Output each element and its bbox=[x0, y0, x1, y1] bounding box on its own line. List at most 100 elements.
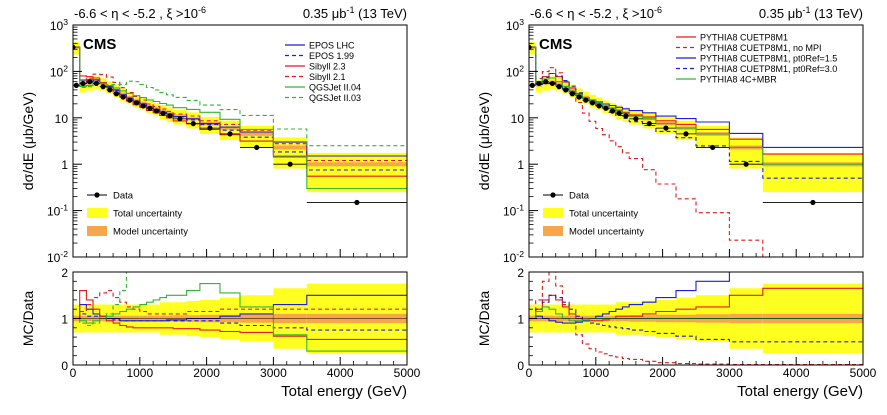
data-point bbox=[73, 44, 76, 50]
legend-series-label: PYTHIA8 CUETP8M1, pt0Ref=3.0 bbox=[700, 64, 837, 74]
x-tick-label: 2000 bbox=[649, 366, 676, 380]
x-tick-label: 1000 bbox=[126, 366, 153, 380]
legend-series-label: Sibyll 2.3 bbox=[309, 62, 346, 72]
header-lumi-exp: -1 bbox=[802, 5, 810, 15]
total-uncertainty-band bbox=[696, 125, 730, 148]
legend-data-label: Total uncertainty bbox=[113, 209, 182, 220]
model-uncertainty-band bbox=[273, 145, 307, 150]
y-tick-label: 10-2 bbox=[47, 249, 68, 265]
legend-series-label: PYTHIA8 CUETP8M1 bbox=[700, 33, 788, 43]
y-tick-label: 102 bbox=[50, 63, 68, 79]
model-uncertainty-band bbox=[240, 132, 274, 136]
y-tick-label: 10-2 bbox=[503, 249, 524, 265]
legend-series-label: EPOS LHC bbox=[309, 41, 355, 51]
model-uncertainty-band bbox=[306, 162, 407, 167]
y-tick-label-base: 10 bbox=[50, 19, 64, 33]
y-tick-label: 103 bbox=[50, 17, 68, 33]
total-uncertainty-band bbox=[762, 152, 863, 193]
mc-series-line bbox=[529, 46, 863, 257]
y-tick-label: 10-1 bbox=[503, 203, 524, 219]
y-tick-label: 10-1 bbox=[47, 203, 68, 219]
header-lumi-value: 0.35 μb bbox=[303, 6, 347, 21]
total-uncertainty-band bbox=[199, 116, 220, 134]
legend-uncertainty-swatch bbox=[543, 226, 563, 236]
ratio-y-tick-label: 0 bbox=[517, 359, 524, 373]
y-tick-label-exp: -2 bbox=[60, 249, 68, 259]
x-tick-label: 4000 bbox=[783, 366, 810, 380]
mc-series-line bbox=[73, 46, 407, 171]
y-axis-title: dσ/dE (μb/GeV) bbox=[20, 92, 36, 190]
y-tick-label: 1 bbox=[517, 158, 524, 172]
main-plot-frame bbox=[72, 24, 408, 258]
legend-data-label: Model uncertainty bbox=[113, 227, 188, 238]
legend-uncertainty-swatch bbox=[543, 208, 563, 218]
ratio-y-tick-label: 2 bbox=[517, 266, 524, 280]
header-kinematic-selection: -6.6 < η < -5.2 , ξ >10-6 bbox=[530, 5, 662, 21]
mc-ratio-line bbox=[529, 272, 863, 365]
y-tick-label: 1 bbox=[61, 158, 68, 172]
legend-series-label: PYTHIA8 CUETP8M1, pt0Ref=1.5 bbox=[700, 54, 837, 64]
ratio-plot-area bbox=[73, 272, 407, 354]
header-lumi-value: 0.35 μb bbox=[759, 6, 803, 21]
x-axis-title: Total energy (GeV) bbox=[281, 383, 407, 400]
total-uncertainty-band bbox=[655, 116, 676, 134]
y-tick-label: 103 bbox=[506, 17, 524, 33]
y-tick-label-base: 1 bbox=[61, 158, 68, 172]
model-uncertainty-band bbox=[119, 92, 127, 95]
x-tick-label: 2000 bbox=[193, 366, 220, 380]
model-uncertainty-band bbox=[555, 82, 563, 85]
model-uncertainty-band bbox=[153, 107, 160, 110]
header-kinematic-exp: -6 bbox=[198, 5, 206, 15]
y-tick-label-base: 10 bbox=[511, 112, 525, 126]
mc-ratio-line bbox=[529, 287, 863, 322]
ratio-y-axis-title: MC/Data bbox=[476, 291, 492, 346]
y-tick-label-base: 1 bbox=[517, 158, 524, 172]
header-kinematic-text: -6.6 < η < -5.2 , ξ >10 bbox=[74, 6, 198, 21]
ratio-y-tick-label: 2 bbox=[61, 266, 68, 280]
header-kinematic-selection: -6.6 < η < -5.2 , ξ >10-6 bbox=[74, 5, 206, 21]
y-tick-label-exp: 2 bbox=[519, 63, 524, 73]
header-lumi-exp: -1 bbox=[346, 5, 354, 15]
x-tick-label: 0 bbox=[526, 366, 533, 380]
mc-ratio-line bbox=[529, 272, 764, 324]
y-tick-label-base: 10 bbox=[50, 65, 64, 79]
mc-series-line bbox=[529, 46, 863, 165]
mc-ratio-line bbox=[529, 294, 863, 343]
total-uncertainty-band bbox=[675, 120, 696, 141]
x-tick-label: 4000 bbox=[327, 366, 354, 380]
y-tick-label-base: 10 bbox=[47, 205, 61, 219]
y-tick-label-exp: -1 bbox=[516, 203, 524, 213]
ratio-plot-area bbox=[529, 272, 863, 365]
total-uncertainty-band bbox=[306, 152, 407, 193]
header-kinematic-exp: -6 bbox=[654, 5, 662, 15]
model-uncertainty-band bbox=[569, 88, 576, 92]
x-tick-label: 1000 bbox=[582, 366, 609, 380]
legend-data-label: Model uncertainty bbox=[569, 227, 644, 238]
y-tick-label-base: 10 bbox=[503, 205, 517, 219]
y-tick-label-base: 10 bbox=[55, 112, 69, 126]
header-energy: (13 TeV) bbox=[354, 6, 407, 21]
x-axis-title: Total energy (GeV) bbox=[737, 383, 863, 400]
mc-ratio-line bbox=[73, 313, 407, 331]
y-tick-label: 102 bbox=[506, 63, 524, 79]
right-figure-panel: 0 1000 2000 3000 4000 500010-210-111010210301… bbox=[476, 5, 877, 400]
main-plot-area bbox=[529, 42, 863, 257]
x-tick-label: 3000 bbox=[716, 366, 743, 380]
model-uncertainty-band bbox=[173, 114, 187, 118]
model-uncertainty-band bbox=[139, 101, 147, 105]
legend-series-label: QGSJet II.04 bbox=[309, 83, 361, 93]
y-tick-label-exp: 3 bbox=[63, 17, 68, 27]
y-tick-label: 10 bbox=[55, 112, 69, 126]
mc-series-line bbox=[73, 46, 407, 162]
y-tick-label-exp: 2 bbox=[63, 63, 68, 73]
legend-data-label: Data bbox=[569, 191, 590, 202]
model-uncertainty-band bbox=[219, 126, 240, 130]
legend-series-label: PYTHIA8 4C+MBR bbox=[700, 75, 777, 85]
cms-logo-text: CMS bbox=[83, 36, 116, 53]
total-uncertainty-band bbox=[240, 125, 274, 148]
header-energy: (13 TeV) bbox=[810, 6, 863, 21]
legend-data-marker bbox=[94, 192, 100, 198]
y-tick-label-base: 10 bbox=[47, 251, 61, 265]
ratio-y-tick-label: 1 bbox=[61, 313, 68, 327]
